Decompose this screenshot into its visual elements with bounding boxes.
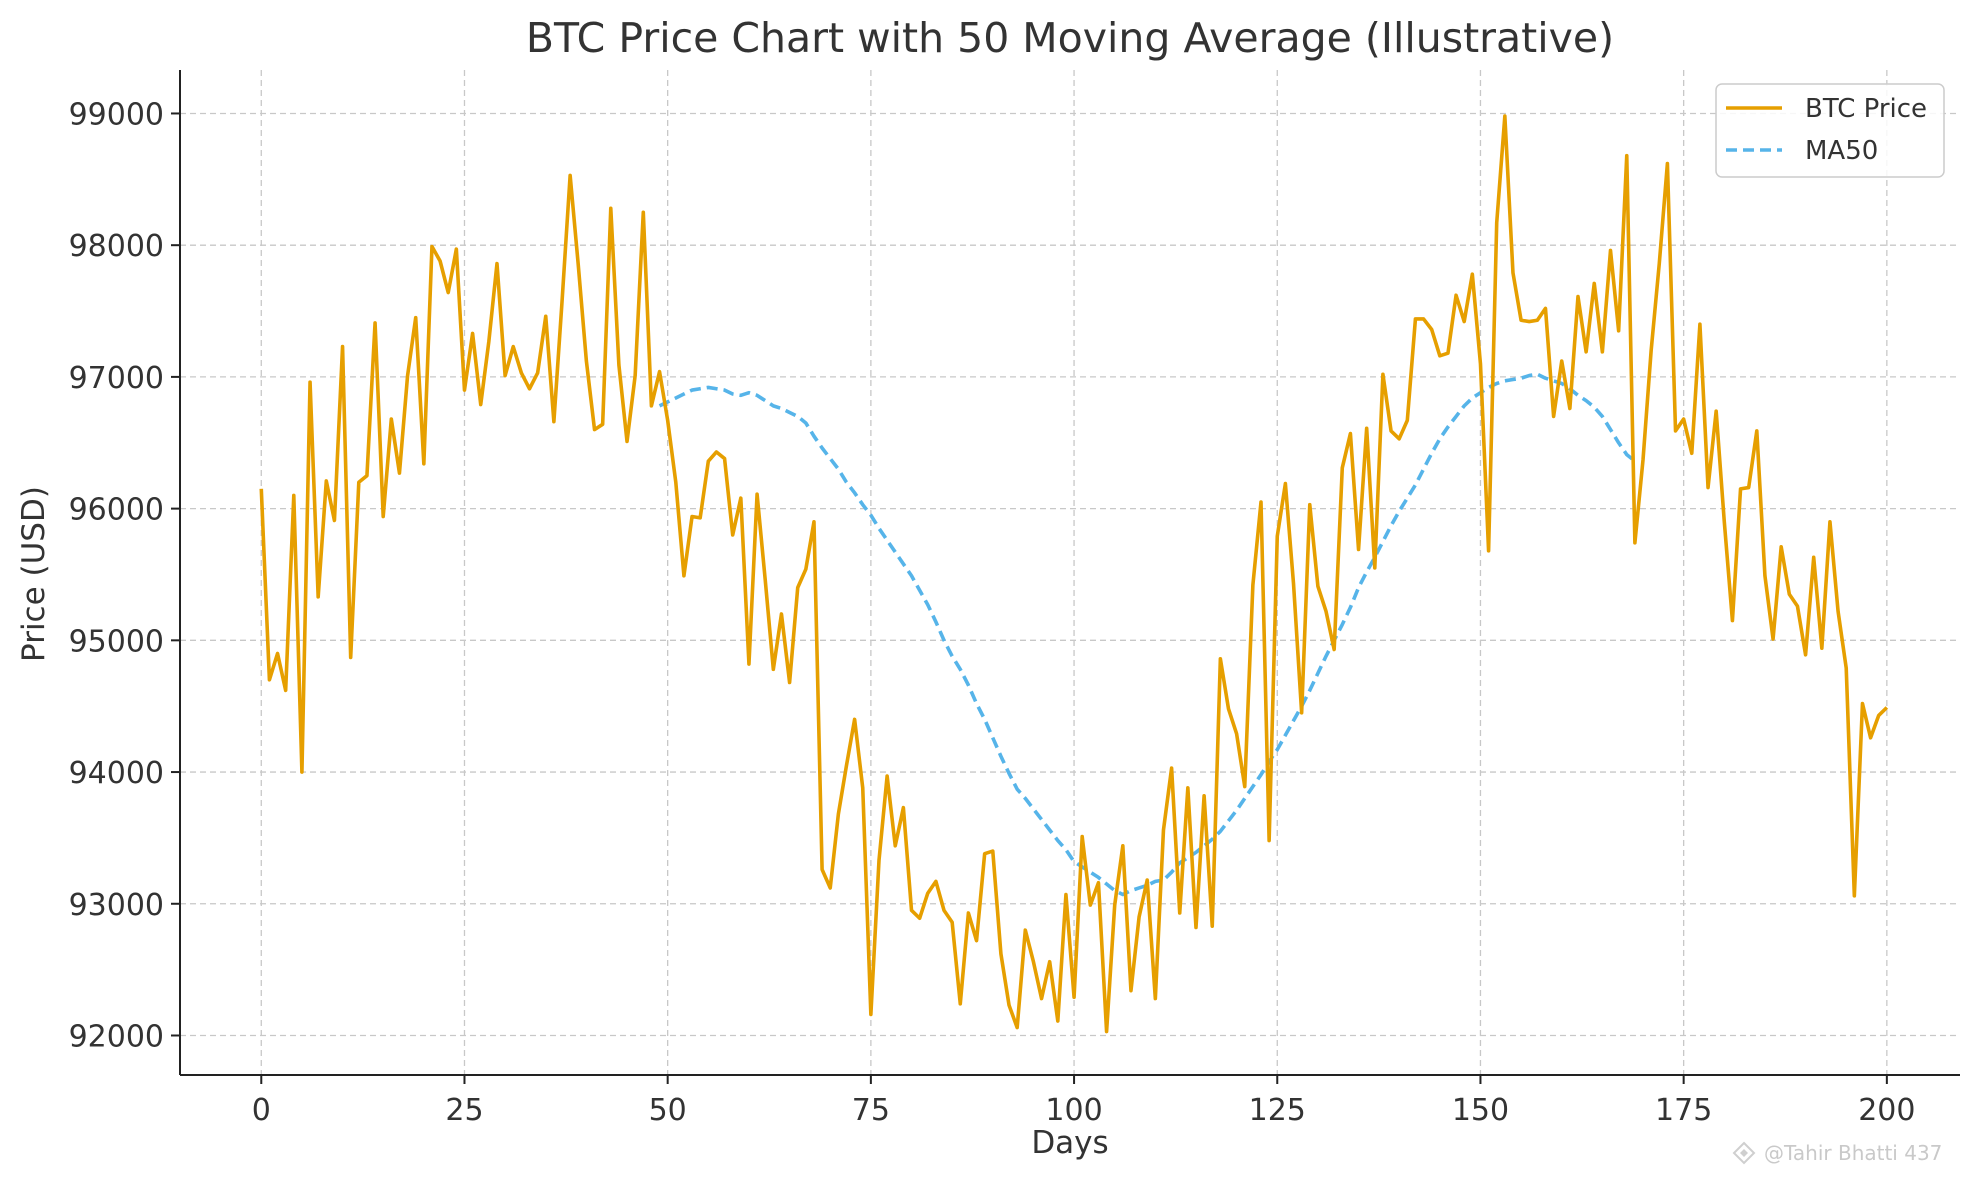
x-tick-label: 75 — [852, 1093, 890, 1128]
x-axis-label: Days — [1031, 1125, 1108, 1161]
y-tick-label: 93000 — [69, 888, 164, 923]
x-tick-label: 125 — [1249, 1093, 1306, 1128]
watermark: @Tahir Bhatti 437 — [1732, 1141, 1942, 1165]
y-tick-label: 92000 — [69, 1019, 164, 1054]
chart-title: BTC Price Chart with 50 Moving Average (… — [526, 14, 1614, 62]
x-tick-label: 100 — [1045, 1093, 1102, 1128]
y-tick-label: 98000 — [69, 229, 164, 264]
series-layer — [259, 114, 1889, 1034]
ma50-series-line — [658, 372, 1637, 897]
y-axis-label: Price (USD) — [16, 486, 52, 662]
watermark-text: @Tahir Bhatti 437 — [1764, 1141, 1942, 1165]
x-axis-ticks: 0 25 50 75 100 125 150 175 200 — [252, 1075, 1915, 1128]
axes — [179, 70, 1960, 1076]
x-tick-label: 50 — [649, 1093, 687, 1128]
btc-price-series-line — [259, 114, 1889, 1034]
y-tick-label: 95000 — [69, 624, 164, 659]
diamond-logo-icon — [1732, 1141, 1756, 1165]
y-tick-label: 94000 — [69, 756, 164, 791]
legend: BTC Price MA50 — [1715, 83, 1945, 178]
x-tick-label: 25 — [445, 1093, 483, 1128]
y-tick-label: 97000 — [69, 361, 164, 396]
x-tick-label: 150 — [1452, 1093, 1509, 1128]
y-tick-label: 96000 — [69, 493, 164, 528]
grid-lines — [180, 70, 1960, 1075]
legend-ma50-label: MA50 — [1805, 136, 1878, 166]
y-tick-label: 99000 — [69, 97, 164, 132]
x-tick-label: 175 — [1655, 1093, 1712, 1128]
x-tick-label: 0 — [252, 1093, 271, 1128]
x-tick-label: 200 — [1858, 1093, 1915, 1128]
y-axis-ticks: 92000 93000 94000 95000 96000 97000 98000 99000 — [69, 97, 180, 1054]
legend-btc-price-label: BTC Price — [1805, 94, 1927, 124]
